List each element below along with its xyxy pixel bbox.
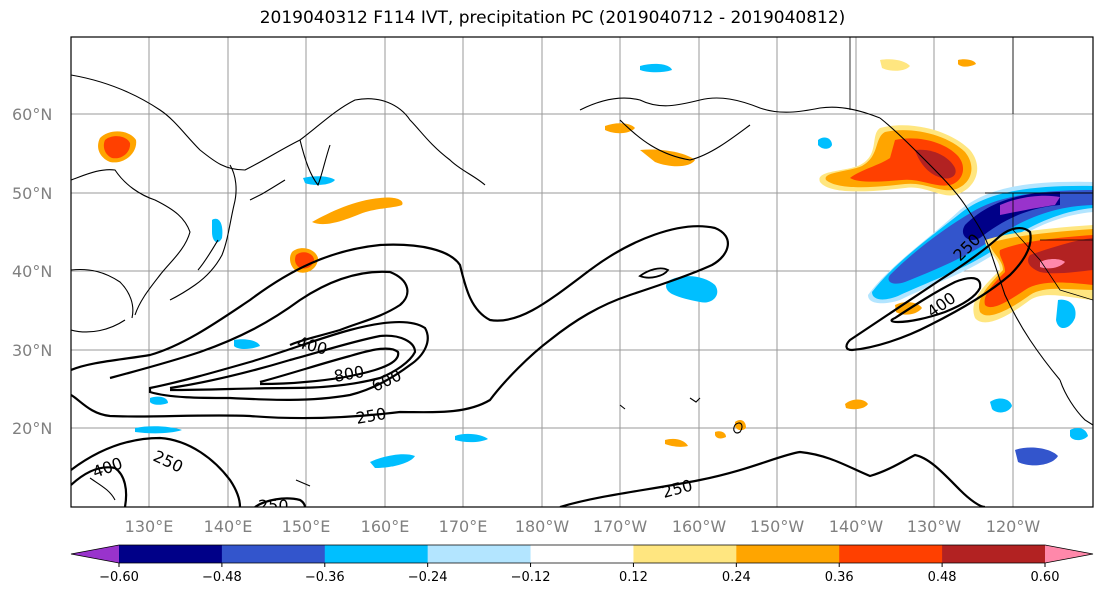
gridlines [71, 37, 1093, 507]
coastlines [71, 37, 1093, 501]
lon-label: 160°E [361, 517, 410, 536]
colorbar-tick-label: −0.48 [202, 570, 242, 585]
colorbar-tick-label: 0.24 [722, 570, 751, 585]
lon-label: 120°W [986, 517, 1041, 536]
lat-label: 30°N [12, 341, 52, 360]
lon-label: 160°W [672, 517, 727, 536]
colorbar-tick-label: 0.60 [1031, 570, 1060, 585]
colorbar: −0.60 −0.48 −0.36 −0.24 −0.12 0.12 0.24 0.36 0.4… [70, 544, 1094, 585]
map-frame [70, 36, 1094, 508]
colorbar-tick-label: 0.48 [928, 570, 957, 585]
colorbar-tick-label: 0.36 [825, 570, 854, 585]
lon-label: 130°W [907, 517, 962, 536]
colorbar-extend-low [71, 545, 119, 563]
longitude-labels: 130°E 140°E 150°E 160°E 170°E 180°W 170°… [125, 517, 1041, 536]
lon-label: 140°E [204, 517, 253, 536]
colorbar-tick-label: −0.36 [305, 570, 345, 585]
colorbar-tick-label: 0.12 [619, 570, 648, 585]
lon-label: 140°W [829, 517, 884, 536]
colorbar-tick-label: −0.60 [99, 570, 139, 585]
lat-label: 60°N [12, 105, 52, 124]
colorbar-segment [633, 545, 737, 563]
lat-label: 40°N [12, 262, 52, 281]
lat-label: 50°N [12, 184, 52, 203]
colorbar-tick-label: −0.12 [511, 570, 551, 585]
ivt-contours [71, 225, 1032, 507]
lon-label: 180°W [515, 517, 570, 536]
colorbar-tick-label: −0.24 [408, 570, 448, 585]
lat-label: 20°N [12, 419, 52, 438]
colorbar-segment [530, 545, 634, 563]
colorbar-segment [324, 545, 429, 563]
colorbar-segment [221, 545, 326, 563]
lon-label: 170°W [593, 517, 648, 536]
map-title: 2019040312 F114 IVT, precipitation PC (2… [259, 8, 846, 28]
colorbar-segment [427, 545, 532, 563]
colorbar-segment [942, 545, 1046, 563]
colorbar-extend-high [1045, 545, 1093, 563]
colorbar-segment [839, 545, 943, 563]
contour-label: 250 [258, 496, 289, 515]
colorbar-segment [119, 545, 223, 563]
lon-label: 130°E [125, 517, 174, 536]
lon-label: 150°E [282, 517, 331, 536]
precip-shading [98, 59, 1093, 468]
lon-label: 150°W [750, 517, 805, 536]
lon-label: 170°E [439, 517, 488, 536]
colorbar-segment [736, 545, 840, 563]
latitude-labels: 60°N 50°N 40°N 30°N 20°N [12, 105, 52, 438]
